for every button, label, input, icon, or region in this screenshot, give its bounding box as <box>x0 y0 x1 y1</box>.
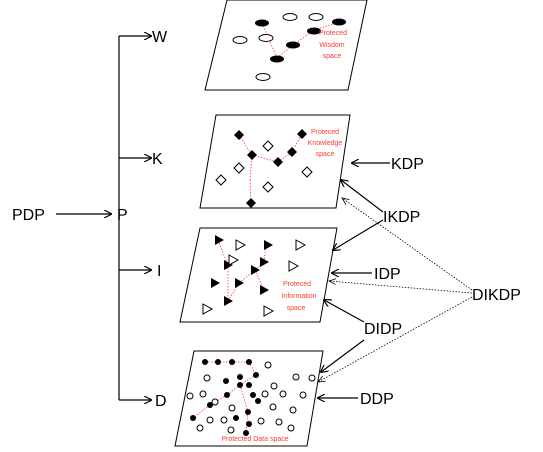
wisdom-caption-1: Proteced <box>319 30 347 37</box>
dikdp-label: DIKDP <box>472 287 521 304</box>
didp-label: DIDP <box>364 321 402 338</box>
information-caption-3: space <box>287 305 306 312</box>
ikdp-label: IKDP <box>383 209 420 226</box>
i-label: I <box>157 263 161 280</box>
dikdp-dotted-arrows <box>318 198 473 382</box>
information-caption-2: Information <box>281 293 316 300</box>
ddp-label: DDP <box>360 391 394 408</box>
d-label: D <box>155 393 167 410</box>
k-label: K <box>152 151 163 168</box>
data-caption: Protected Data space <box>221 436 288 443</box>
wisdom-caption-3: space <box>323 53 342 60</box>
information-plane: Proteced Information space <box>179 227 338 323</box>
pdp-label: PDP <box>12 207 45 224</box>
knowledge-caption-1: Proteced <box>311 129 339 136</box>
information-caption-1: Proteced <box>283 281 311 288</box>
wisdom-plane: Proteced Wisdom space <box>204 0 368 91</box>
idp-label: IDP <box>374 266 401 283</box>
wisdom-caption-2: Wisdom <box>319 42 344 49</box>
knowledge-caption-2: Knowledge <box>308 140 343 147</box>
didp-arrow-down <box>321 339 365 372</box>
p-label: P <box>117 207 128 224</box>
kdp-label: KDP <box>391 156 424 173</box>
w-label: W <box>152 29 168 46</box>
ikdp-arrow-down <box>333 219 384 250</box>
knowledge-caption-3: space <box>316 151 335 158</box>
knowledge-plane: Proteced Knowledge space <box>199 114 351 209</box>
ikdp-arrow-up <box>341 180 384 213</box>
data-plane: Protected Data space <box>174 350 324 447</box>
didp-arrow-up <box>324 300 365 323</box>
